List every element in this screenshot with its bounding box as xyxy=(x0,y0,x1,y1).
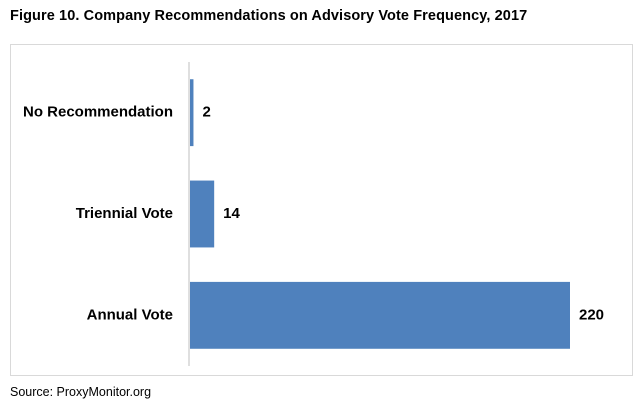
data-label: 220 xyxy=(579,306,604,323)
category-label: Triennial Vote xyxy=(76,205,173,222)
bar-no-recommendation xyxy=(190,79,194,147)
data-label: 2 xyxy=(202,104,210,121)
bar-annual-vote xyxy=(190,281,570,349)
data-label: 14 xyxy=(223,205,240,222)
figure-title: Figure 10. Company Recommendations on Ad… xyxy=(10,8,528,24)
category-label: Annual Vote xyxy=(87,306,173,323)
chart-frame xyxy=(10,44,633,376)
source-note: Source: ProxyMonitor.org xyxy=(10,385,152,399)
category-label: No Recommendation xyxy=(23,104,173,121)
category-labels-group: No Recommendation Triennial Vote Annual Vo… xyxy=(23,104,173,324)
data-labels-group: 2 14 220 xyxy=(202,104,604,324)
bar-triennial-vote xyxy=(190,180,215,248)
bars-group xyxy=(190,79,570,349)
